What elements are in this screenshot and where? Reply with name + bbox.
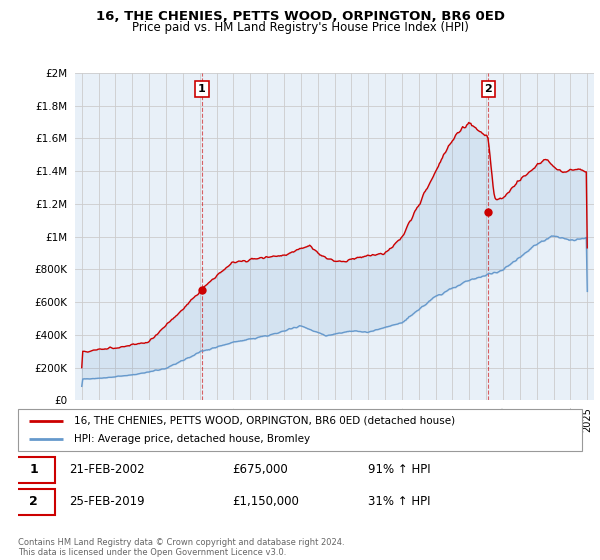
FancyBboxPatch shape <box>18 409 582 451</box>
Text: HPI: Average price, detached house, Bromley: HPI: Average price, detached house, Brom… <box>74 434 311 444</box>
Text: 1: 1 <box>29 463 38 476</box>
Text: 1: 1 <box>198 84 206 94</box>
Text: 2: 2 <box>484 84 492 94</box>
Text: £675,000: £675,000 <box>232 463 288 476</box>
Text: Contains HM Land Registry data © Crown copyright and database right 2024.
This d: Contains HM Land Registry data © Crown c… <box>18 538 344 557</box>
Text: 91% ↑ HPI: 91% ↑ HPI <box>368 463 430 476</box>
Text: 16, THE CHENIES, PETTS WOOD, ORPINGTON, BR6 0ED: 16, THE CHENIES, PETTS WOOD, ORPINGTON, … <box>95 10 505 22</box>
Text: 25-FEB-2019: 25-FEB-2019 <box>69 496 145 508</box>
FancyBboxPatch shape <box>13 489 55 515</box>
Text: 31% ↑ HPI: 31% ↑ HPI <box>368 496 430 508</box>
Text: £1,150,000: £1,150,000 <box>232 496 299 508</box>
Text: Price paid vs. HM Land Registry's House Price Index (HPI): Price paid vs. HM Land Registry's House … <box>131 21 469 34</box>
FancyBboxPatch shape <box>13 457 55 483</box>
Text: 21-FEB-2002: 21-FEB-2002 <box>69 463 145 476</box>
Text: 2: 2 <box>29 496 38 508</box>
Text: 16, THE CHENIES, PETTS WOOD, ORPINGTON, BR6 0ED (detached house): 16, THE CHENIES, PETTS WOOD, ORPINGTON, … <box>74 416 455 426</box>
